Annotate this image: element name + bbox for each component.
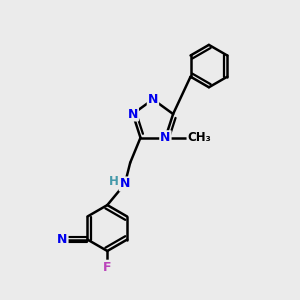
Text: N: N xyxy=(160,131,171,144)
Text: CH₃: CH₃ xyxy=(188,131,211,144)
Text: N: N xyxy=(128,107,138,121)
Text: N: N xyxy=(148,93,158,106)
Text: H: H xyxy=(109,175,118,188)
Text: F: F xyxy=(103,261,112,274)
Text: N: N xyxy=(57,233,68,246)
Text: N: N xyxy=(120,177,130,190)
